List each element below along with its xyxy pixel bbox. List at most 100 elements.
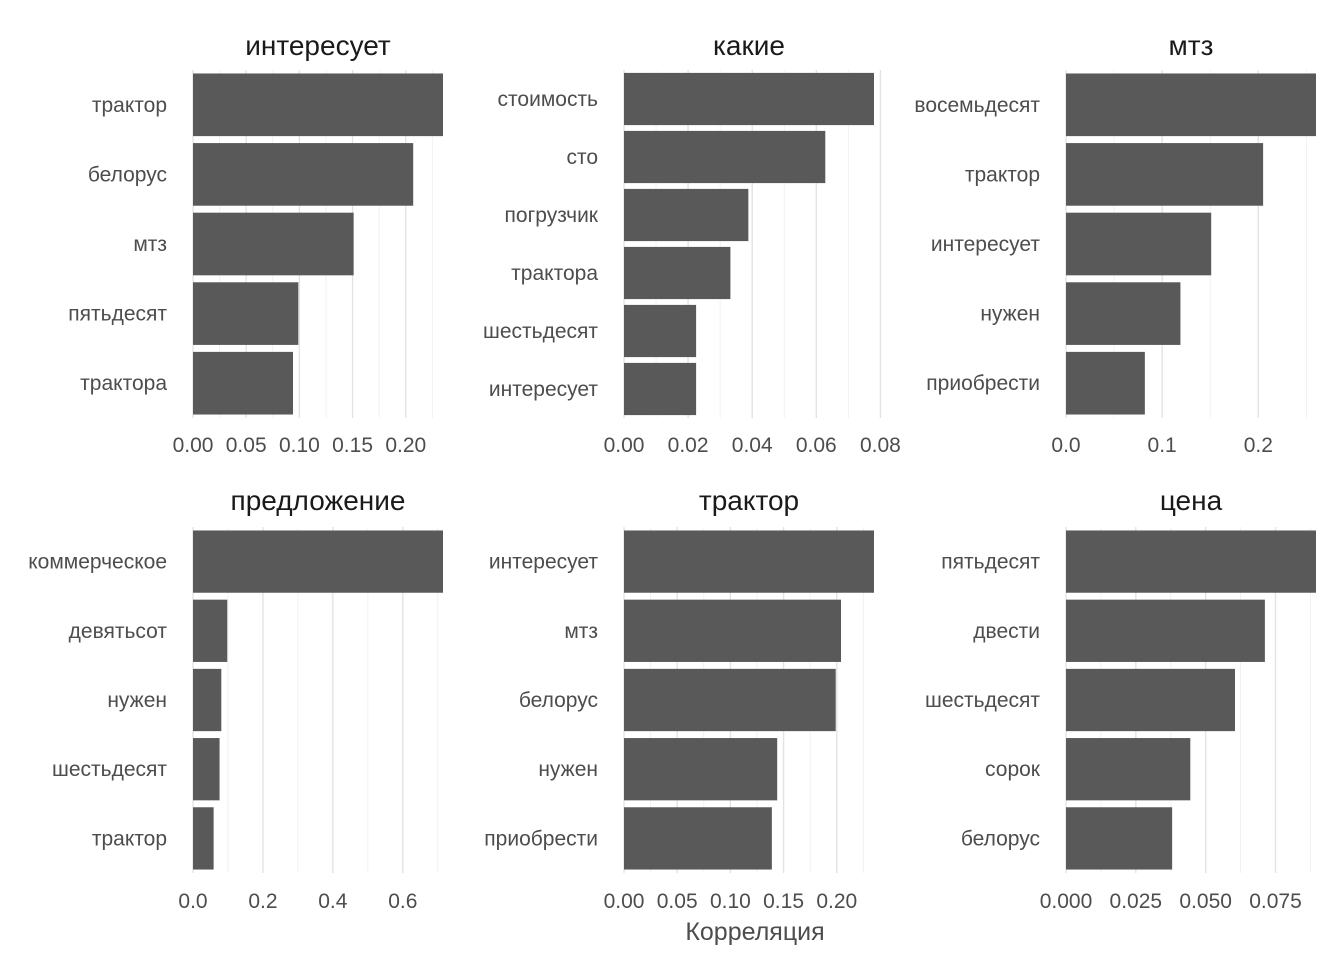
panel-4: предложение коммерческое девятьсот нужен шес… xyxy=(28,485,443,913)
x-tick-label: 0.2 xyxy=(1244,434,1273,457)
category-label: пятьдесят xyxy=(941,551,1040,574)
bar-двести xyxy=(1066,599,1265,662)
x-tick-label: 0.075 xyxy=(1249,890,1302,913)
x-tick-label: 0.04 xyxy=(732,434,773,457)
panel-title: предложение xyxy=(231,485,406,516)
bar-шестьдесят xyxy=(624,304,697,358)
bar-нужен xyxy=(193,668,222,732)
bar-интересует xyxy=(624,362,697,416)
category-label: приобрести xyxy=(926,372,1040,395)
x-tick-label: 0.1 xyxy=(1148,434,1177,457)
facet-panels: интересует трактор белорус мтз пятьдесят трак… xyxy=(28,30,1316,913)
category-label: трактора xyxy=(511,262,598,285)
bar-нужен xyxy=(1066,282,1181,345)
category-label: белорус xyxy=(88,163,167,186)
x-tick-label: 0.00 xyxy=(604,890,645,913)
category-label: нужен xyxy=(107,689,167,712)
category-label: трактор xyxy=(965,163,1040,186)
x-tick-label: 0.20 xyxy=(385,434,426,457)
category-label: интересует xyxy=(489,551,598,574)
bar-трактор xyxy=(1066,143,1264,206)
category-label: коммерческое xyxy=(28,551,167,574)
bar-трактора xyxy=(624,246,731,300)
category-label: пятьдесят xyxy=(68,303,167,326)
x-tick-label: 0.00 xyxy=(173,434,214,457)
category-label: девятьсот xyxy=(69,620,168,643)
bar-девятьсот xyxy=(193,599,228,662)
panel-3: мтз восемьдесят трактор интересует нужен прио… xyxy=(914,30,1316,457)
x-tick-label: 0.6 xyxy=(388,890,417,913)
bar-пятьдесят xyxy=(193,282,299,345)
category-label: нужен xyxy=(980,303,1040,326)
x-tick-label: 0.4 xyxy=(318,890,348,913)
category-label: восемьдесят xyxy=(914,94,1040,117)
bar-шестьдесят xyxy=(1066,668,1235,732)
category-label: белорус xyxy=(961,827,1040,850)
category-label: трактор xyxy=(92,94,167,117)
category-label: погрузчик xyxy=(505,204,599,227)
panel-1: интересует трактор белорус мтз пятьдесят трак… xyxy=(68,30,443,457)
bar-мтз xyxy=(193,212,354,276)
bar-коммерческое xyxy=(193,530,443,593)
x-tick-label: 0.10 xyxy=(279,434,320,457)
panel-6: цена пятьдесят двести шестьдесят сорок белору… xyxy=(925,485,1316,913)
x-tick-label: 0.0 xyxy=(178,890,207,913)
x-tick-label: 0.05 xyxy=(657,890,698,913)
category-label: интересует xyxy=(931,233,1040,256)
bar-нужен xyxy=(624,738,778,801)
x-tick-label: 0.15 xyxy=(332,434,373,457)
x-tick-label: 0.2 xyxy=(248,890,277,913)
category-label: двести xyxy=(973,620,1040,643)
bar-белорус xyxy=(1066,807,1173,870)
x-tick-label: 0.00 xyxy=(604,434,645,457)
x-tick-label: 0.02 xyxy=(668,434,709,457)
panel-title: какие xyxy=(713,30,785,61)
bar-трактор xyxy=(193,73,443,137)
category-label: приобрести xyxy=(484,827,598,850)
category-label: шестьдесят xyxy=(52,758,167,781)
category-label: трактора xyxy=(80,372,167,395)
x-tick-label: 0.08 xyxy=(860,434,901,457)
bar-белорус xyxy=(624,668,836,732)
x-axis-title: Корреляция xyxy=(685,918,824,946)
category-label: шестьдесят xyxy=(925,689,1040,712)
x-tick-label: 0.15 xyxy=(763,890,804,913)
x-tick-label: 0.025 xyxy=(1110,890,1163,913)
category-label: шестьдесят xyxy=(483,320,598,343)
category-label: мтз xyxy=(564,620,598,643)
bar-приобрести xyxy=(1066,351,1145,415)
bar-интересует xyxy=(1066,212,1212,276)
x-tick-label: 0.000 xyxy=(1040,890,1093,913)
bar-пятьдесят xyxy=(1066,530,1316,593)
bar-приобрести xyxy=(624,807,772,870)
bar-сорок xyxy=(1066,738,1191,801)
panel-title: цена xyxy=(1160,485,1223,516)
category-label: мтз xyxy=(133,233,167,256)
bar-стоимость xyxy=(624,72,874,126)
x-tick-label: 0.05 xyxy=(226,434,267,457)
bar-восемьдесят xyxy=(1066,73,1316,137)
x-tick-label: 0.0 xyxy=(1051,434,1080,457)
panel-2: какие стоимость сто погрузчик трактора шестьд… xyxy=(483,30,901,457)
category-label: интересует xyxy=(489,378,598,401)
category-label: белорус xyxy=(519,689,598,712)
panel-5: трактор интересует мтз белорус нужен приобрес… xyxy=(484,485,874,913)
category-label: нужен xyxy=(538,758,598,781)
panel-title: интересует xyxy=(245,30,391,61)
category-label: сорок xyxy=(985,758,1041,781)
bar-трактор xyxy=(193,807,214,870)
panel-title: мтз xyxy=(1169,30,1214,61)
bar-погрузчик xyxy=(624,188,749,242)
bar-мтз xyxy=(624,599,842,662)
bar-трактора xyxy=(193,351,293,415)
x-tick-label: 0.20 xyxy=(816,890,857,913)
panel-title: трактор xyxy=(699,485,799,516)
bar-интересует xyxy=(624,530,874,593)
category-label: трактор xyxy=(92,827,167,850)
x-tick-label: 0.10 xyxy=(710,890,751,913)
category-label: стоимость xyxy=(498,88,599,111)
bar-шестьдесят xyxy=(193,738,220,801)
x-tick-label: 0.06 xyxy=(796,434,837,457)
x-tick-label: 0.050 xyxy=(1179,890,1232,913)
